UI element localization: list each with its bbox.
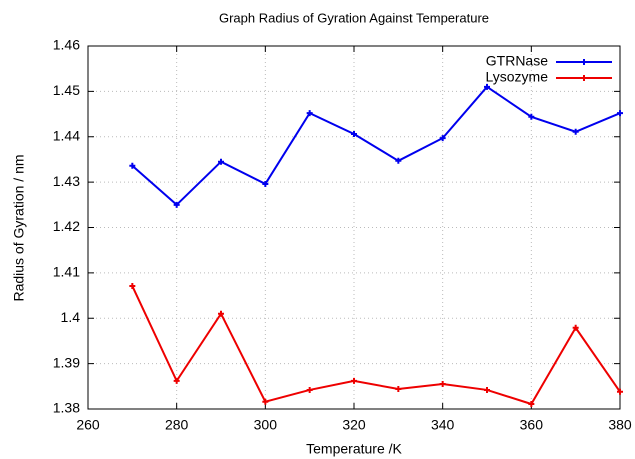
series-line <box>131 285 621 406</box>
data-point <box>617 388 623 395</box>
x-tick-label: 260 <box>76 417 100 433</box>
y-tick-label: 1.44 <box>53 127 80 143</box>
x-axis-label: Temperature /K <box>306 441 402 457</box>
y-tick-label: 1.45 <box>53 82 80 98</box>
data-point <box>129 283 136 290</box>
x-tick-label: 340 <box>431 417 455 433</box>
plot-frame <box>87 45 621 410</box>
data-point <box>439 135 446 142</box>
data-point <box>306 386 313 393</box>
x-tick-label: 380 <box>608 417 632 433</box>
data-point <box>218 158 224 165</box>
y-tick-label: 1.4 <box>61 309 81 325</box>
y-tick-label: 1.41 <box>53 264 80 280</box>
data-point <box>484 386 490 393</box>
y-tick-label: 1.42 <box>53 218 80 234</box>
data-point <box>129 162 136 169</box>
legend-marker <box>581 75 587 81</box>
x-tick-label: 300 <box>254 417 278 433</box>
x-tick-label: 360 <box>520 417 544 433</box>
legend-label: GTRNase <box>486 53 548 69</box>
data-point <box>528 113 535 120</box>
data-point <box>572 324 579 331</box>
data-point <box>351 377 357 384</box>
data-point <box>617 110 623 117</box>
series-line <box>131 85 621 207</box>
data-point <box>395 157 402 164</box>
data-point <box>395 386 402 393</box>
data-point <box>218 310 224 317</box>
chart-title: Graph Radius of Gyration Against Tempera… <box>219 10 489 25</box>
data-point <box>351 131 357 138</box>
data-point <box>173 377 180 384</box>
y-axis-label: Radius of Gyration / nm <box>11 154 27 301</box>
data-point <box>173 201 180 208</box>
data-point <box>572 128 579 135</box>
data-point <box>306 110 313 117</box>
data-point <box>484 83 490 90</box>
data-point <box>439 381 446 388</box>
legend-label: Lysozyme <box>485 69 548 85</box>
y-tick-label: 1.46 <box>53 37 80 53</box>
y-tick-label: 1.38 <box>53 400 80 416</box>
data-point <box>262 180 269 187</box>
legend-marker <box>581 59 587 65</box>
x-tick-label: 320 <box>342 417 366 433</box>
data-point <box>262 398 269 405</box>
x-tick-label: 280 <box>165 417 189 433</box>
y-tick-label: 1.43 <box>53 173 80 189</box>
y-tick-label: 1.39 <box>53 354 80 370</box>
data-point <box>528 401 535 408</box>
